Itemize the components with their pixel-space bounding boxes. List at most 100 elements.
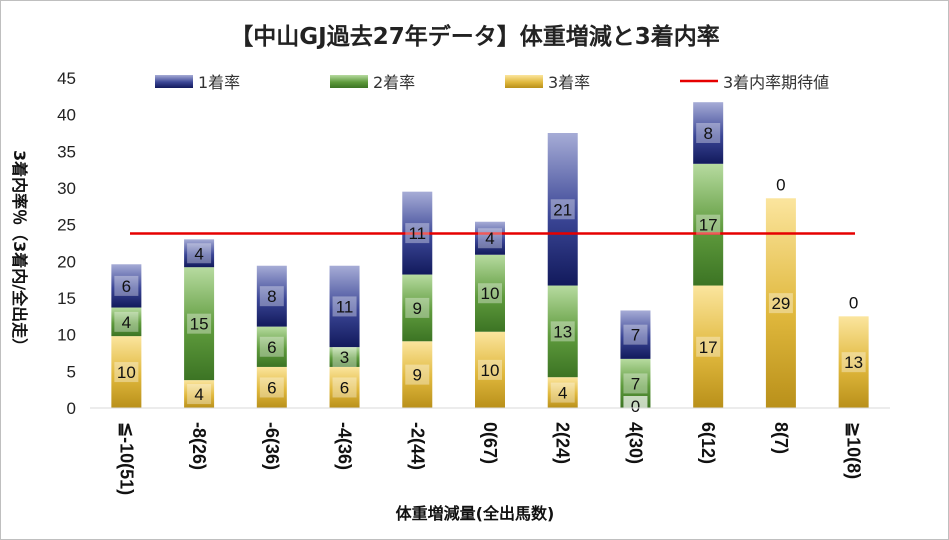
data-label: 7 [631, 374, 640, 393]
data-label-box [550, 199, 575, 220]
y-axis-title: 3着内率％（3着内/全出走） [10, 150, 29, 354]
data-label: 7 [631, 326, 640, 345]
legend: 1着率 2着率 3着率 3着内率期待値 [155, 73, 829, 92]
data-label-box [623, 373, 648, 394]
bar-segment-3rd [693, 285, 724, 408]
legend-swatch-1st [155, 75, 193, 88]
bar-segment-2nd [184, 267, 215, 381]
bar-segment-3rd [838, 316, 869, 408]
bar-segment-1st [475, 221, 505, 255]
bar-segment-2nd [547, 285, 578, 378]
data-label-box [332, 296, 357, 317]
bar-segment-2nd [693, 163, 724, 286]
bar-segment-1st [620, 310, 651, 359]
bar-segment-1st [256, 265, 287, 327]
data-label-box [550, 321, 575, 342]
data-label-box [696, 336, 721, 357]
data-label: 6 [122, 277, 131, 296]
data-label-box [114, 311, 139, 332]
x-tick-label: -6(36) [262, 422, 282, 470]
bar-segment-1st [111, 264, 142, 308]
data-label-box [696, 214, 721, 235]
data-label-box [405, 364, 430, 385]
bar-segment-2nd [111, 307, 142, 337]
y-tick-label: 40 [57, 106, 76, 125]
data-label-box [405, 223, 430, 244]
data-label-box [623, 396, 648, 416]
data-label-box [187, 243, 212, 264]
data-label-box [114, 362, 139, 383]
data-label: 29 [771, 294, 790, 313]
bar-segment-1st [184, 239, 215, 268]
y-tick-label: 5 [67, 362, 76, 381]
legend-swatch-2nd [330, 75, 368, 88]
x-tick-label: 4(30) [625, 422, 645, 464]
bar-segment-3rd [402, 341, 433, 408]
y-axis-ticks: 0 5 10 15 20 25 30 35 40 45 [57, 69, 76, 418]
bar-segment-2nd [402, 274, 433, 342]
legend-label-expectation: 3着内率期待値 [723, 73, 829, 92]
y-tick-label: 45 [57, 69, 76, 88]
data-label: 9 [413, 299, 422, 318]
bar-segment-3rd [329, 366, 360, 408]
legend-label-3rd: 3着率 [548, 73, 590, 92]
data-label-box [841, 292, 866, 313]
data-label-box [478, 228, 502, 249]
x-tick-label: 8(7) [771, 422, 791, 454]
data-label-box [332, 377, 357, 398]
data-label-box [478, 359, 502, 380]
bar-segment-3rd [256, 366, 287, 408]
y-tick-label: 30 [57, 179, 76, 198]
bar-segment-3rd [475, 331, 505, 408]
y-tick-label: 0 [67, 399, 76, 418]
data-label: 4 [485, 229, 494, 248]
data-label-box [768, 293, 793, 314]
legend-swatch-3rd [505, 75, 543, 88]
data-label-box [332, 347, 357, 368]
bar-segment-2nd [329, 347, 360, 367]
y-tick-label: 25 [57, 216, 76, 235]
data-label: 4 [558, 384, 567, 403]
data-label: 17 [699, 216, 718, 235]
data-label: 17 [699, 338, 718, 357]
data-label-box [259, 377, 284, 398]
x-axis-ticks: ≦-10(51) -8(26) -6(36) -4(36) -2(44) 0(67) 2(2… [116, 422, 863, 495]
data-label: 6 [267, 338, 276, 357]
x-tick-label: 6(12) [698, 422, 718, 464]
data-label: 10 [481, 284, 500, 303]
data-label: 21 [553, 200, 572, 219]
data-label-box [696, 123, 721, 143]
legend-label-2nd: 2着率 [373, 73, 415, 92]
data-label-box [841, 352, 866, 373]
data-label: 3 [340, 348, 349, 367]
x-tick-label: 0(67) [480, 422, 500, 464]
data-label: 13 [844, 353, 863, 372]
bar-segment-1st [547, 133, 578, 286]
bar-segment-3rd [184, 380, 215, 408]
data-label-box [187, 313, 212, 334]
x-tick-label: ≧10(8) [844, 422, 864, 479]
data-label: 0 [776, 175, 785, 194]
x-tick-label: -2(44) [407, 422, 427, 470]
chart-title: 【中山GJ過去27年データ】体重増減と3着内率 [230, 23, 719, 50]
bar-segment-1st [329, 265, 360, 348]
data-label-box [478, 283, 502, 304]
data-label-box [623, 324, 648, 345]
data-label-box [405, 297, 430, 318]
data-label: 0 [849, 293, 858, 312]
data-label-box [114, 275, 139, 296]
data-label: 4 [194, 244, 203, 263]
data-label: 13 [553, 322, 572, 341]
data-label: 4 [194, 385, 203, 404]
x-tick-label: -4(36) [335, 422, 355, 470]
data-label: 15 [190, 315, 209, 334]
x-axis-title: 体重増減量(全出馬数) [396, 504, 555, 523]
data-label: 8 [267, 287, 276, 306]
bar-segment-1st [693, 102, 724, 164]
legend-label-1st: 1着率 [198, 73, 240, 92]
x-tick-label: 2(24) [553, 422, 573, 464]
data-label: 10 [481, 361, 500, 380]
data-label-box [768, 174, 793, 195]
data-label: 8 [703, 124, 712, 143]
